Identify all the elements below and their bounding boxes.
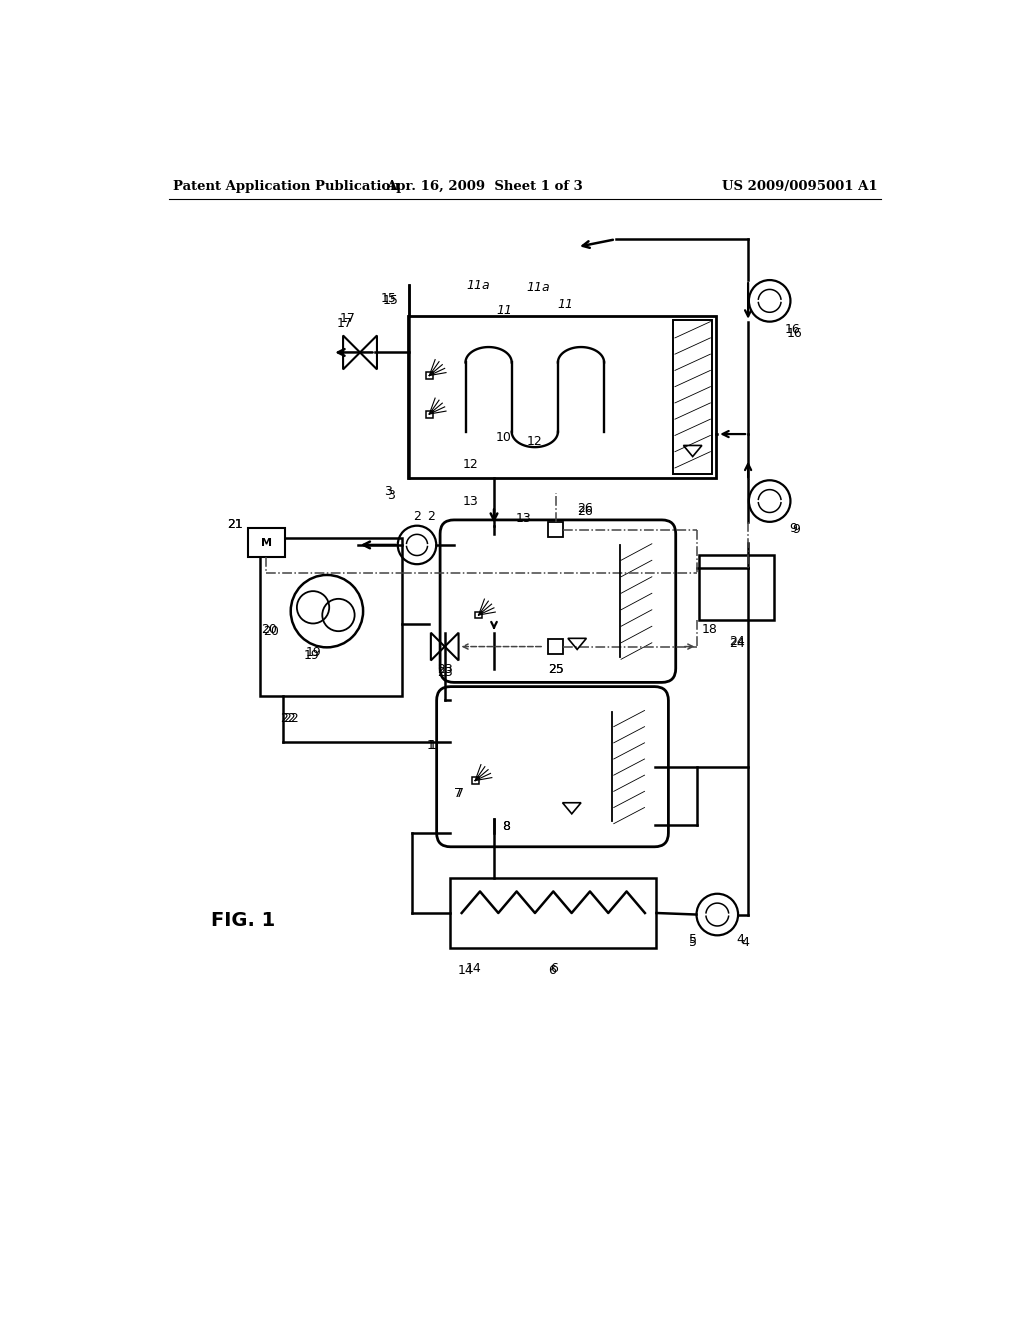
Text: 15: 15 <box>381 292 396 305</box>
Text: 14: 14 <box>458 964 473 977</box>
Bar <box>475 611 482 619</box>
Text: 21: 21 <box>226 517 243 531</box>
Text: 6: 6 <box>549 964 556 977</box>
Bar <box>451 878 656 948</box>
Text: 26: 26 <box>577 502 593 515</box>
Text: Patent Application Publication: Patent Application Publication <box>173 181 399 194</box>
Bar <box>548 521 563 537</box>
Text: 4: 4 <box>741 936 749 949</box>
Text: 25: 25 <box>548 663 563 676</box>
Text: 11a: 11a <box>526 281 551 294</box>
Text: 21: 21 <box>226 517 243 531</box>
Text: 7: 7 <box>454 787 462 800</box>
Bar <box>674 321 712 474</box>
Text: US 2009/0095001 A1: US 2009/0095001 A1 <box>722 181 878 194</box>
Text: 24: 24 <box>729 638 744 649</box>
Text: 10: 10 <box>496 430 512 444</box>
Text: 6: 6 <box>550 962 558 975</box>
Bar <box>426 411 433 417</box>
Text: 8: 8 <box>503 820 510 833</box>
Text: Apr. 16, 2009  Sheet 1 of 3: Apr. 16, 2009 Sheet 1 of 3 <box>386 181 583 194</box>
Bar <box>260 539 402 696</box>
Bar <box>248 528 285 557</box>
Text: 5: 5 <box>689 933 696 946</box>
Text: 23: 23 <box>437 667 453 680</box>
Text: 12: 12 <box>527 436 543 449</box>
Text: 17: 17 <box>337 317 352 330</box>
Text: 22: 22 <box>283 713 299 726</box>
Text: 3: 3 <box>385 484 392 498</box>
FancyBboxPatch shape <box>436 686 669 847</box>
Text: 25: 25 <box>548 663 563 676</box>
Text: 24: 24 <box>729 635 744 648</box>
Text: 23: 23 <box>437 663 453 676</box>
FancyBboxPatch shape <box>440 520 676 682</box>
Text: 11: 11 <box>496 305 512 317</box>
Bar <box>698 554 774 620</box>
Text: 17: 17 <box>340 312 355 325</box>
Text: 22: 22 <box>281 713 296 726</box>
Text: 16: 16 <box>784 323 801 335</box>
Text: 8: 8 <box>503 820 510 833</box>
Text: 7: 7 <box>456 787 464 800</box>
Text: 1: 1 <box>427 739 435 751</box>
Bar <box>548 639 563 655</box>
Text: 20: 20 <box>261 623 278 636</box>
Text: M: M <box>260 537 271 548</box>
Text: 11a: 11a <box>467 279 490 292</box>
Text: 20: 20 <box>263 626 279 639</box>
Text: FIG. 1: FIG. 1 <box>211 911 275 931</box>
Text: 5: 5 <box>689 936 696 949</box>
Text: 9: 9 <box>793 523 801 536</box>
Bar <box>408 317 716 478</box>
Bar <box>426 372 433 379</box>
Bar <box>472 777 478 784</box>
Text: 26: 26 <box>577 504 593 517</box>
Text: 19: 19 <box>306 647 322 659</box>
Text: 1: 1 <box>428 739 436 751</box>
Text: 11: 11 <box>558 298 573 312</box>
Text: 15: 15 <box>383 294 398 308</box>
Text: 4: 4 <box>736 933 744 946</box>
Text: 9: 9 <box>788 521 797 535</box>
Text: 13: 13 <box>515 512 531 525</box>
Text: 14: 14 <box>465 962 481 975</box>
Text: 2: 2 <box>427 510 435 523</box>
Text: 19: 19 <box>304 648 319 661</box>
Text: 18: 18 <box>701 623 718 636</box>
Text: 3: 3 <box>387 490 395 502</box>
Text: 13: 13 <box>463 495 479 508</box>
Text: 16: 16 <box>786 327 802 341</box>
Text: 2: 2 <box>413 510 421 523</box>
Text: 12: 12 <box>463 458 479 471</box>
